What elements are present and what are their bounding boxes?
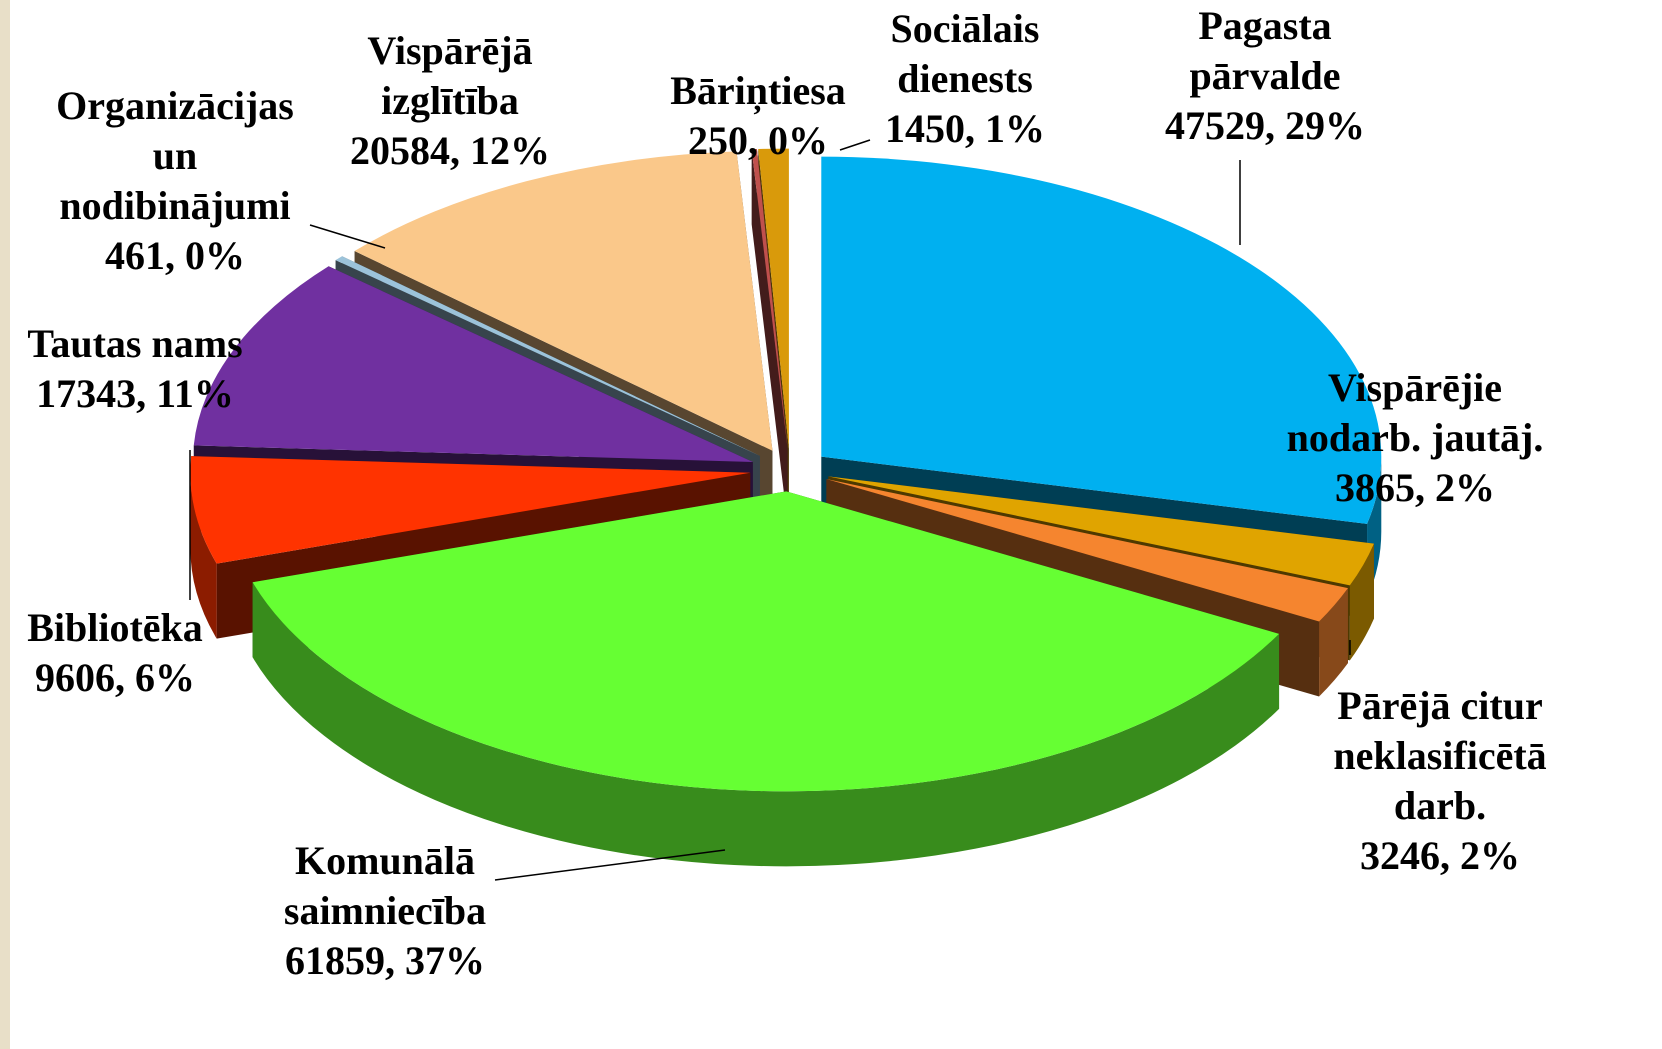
value-label: 461, 0% — [105, 233, 245, 278]
leader-line — [309, 224, 386, 249]
slice — [826, 479, 1348, 622]
value-label: 250, 0% — [688, 118, 828, 163]
leader-line — [839, 139, 871, 151]
category-label: izglītība — [381, 78, 519, 123]
value-label: 17343, 11% — [36, 371, 234, 416]
slice — [190, 456, 751, 564]
slice — [335, 256, 760, 456]
category-label: Vispārējie — [1328, 365, 1502, 410]
category-label: pārvalde — [1189, 53, 1340, 98]
category-label: dienests — [897, 56, 1033, 101]
slice-side — [252, 582, 1280, 867]
value-label: 61859, 37% — [285, 938, 485, 983]
slice-wall — [821, 156, 1368, 599]
category-label: Tautas nams — [27, 321, 242, 366]
slice — [751, 149, 788, 449]
category-label: Komunālā — [295, 838, 475, 883]
slice — [758, 148, 789, 449]
category-label: saimniecība — [284, 888, 486, 933]
slice — [828, 476, 1374, 586]
slice-side — [1319, 588, 1348, 697]
value-label: 1450, 1% — [885, 106, 1045, 151]
value-label: 9606, 6% — [35, 655, 195, 700]
category-label: neklasificētā — [1333, 733, 1546, 778]
slice — [193, 266, 753, 462]
category-label: nodarb. jautāj. — [1287, 415, 1544, 460]
slice-side — [1349, 543, 1374, 661]
edge-strip — [0, 0, 10, 1049]
category-label: Vispārējā — [367, 28, 532, 73]
leader-line — [494, 849, 726, 881]
category-label: Pārējā citur — [1337, 683, 1542, 728]
slice — [821, 156, 1382, 524]
value-label: 3246, 2% — [1360, 833, 1520, 878]
value-label: 20584, 12% — [350, 128, 550, 173]
slice-side — [190, 472, 217, 639]
category-label: Bāriņtiesa — [670, 68, 846, 115]
category-label: Sociālais — [891, 6, 1040, 51]
value-label: 3865, 2% — [1335, 465, 1495, 510]
category-label: un — [153, 133, 198, 178]
pie — [190, 148, 1382, 867]
slice — [354, 151, 773, 451]
category-label: darb. — [1394, 783, 1486, 828]
slice — [252, 491, 1280, 792]
value-label: 47529, 29% — [1165, 103, 1365, 148]
category-label: Pagasta — [1198, 3, 1331, 48]
labels: Pagasta pārvalde 47529, 29% Vispārējie nodar… — [27, 3, 1546, 983]
category-label: Organizācijas — [56, 83, 294, 128]
category-label: nodibinājumi — [59, 183, 290, 228]
category-label: Bibliotēka — [27, 605, 203, 650]
slice-wall — [751, 149, 788, 524]
